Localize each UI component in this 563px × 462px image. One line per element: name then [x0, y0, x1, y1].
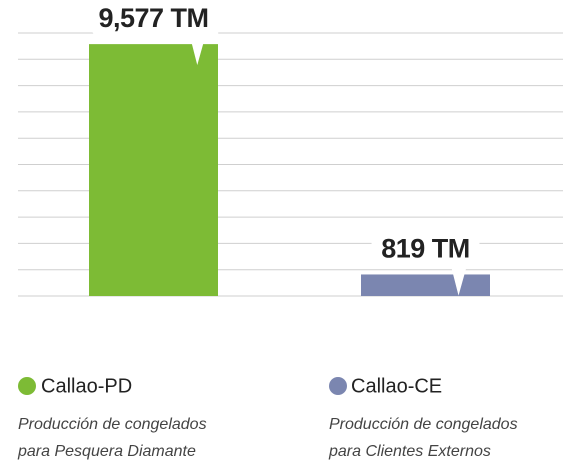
legend-description: para Pesquera Diamante: [17, 443, 196, 460]
legend-label: Callao-PD: [41, 375, 132, 397]
value-label: 9,577 TM: [98, 3, 208, 33]
legend-description: Producción de congelados: [329, 416, 518, 433]
legend-marker: [329, 377, 347, 395]
legend-description: Producción de congelados: [18, 416, 207, 433]
legend-label: Callao-CE: [351, 375, 442, 397]
bar: [89, 44, 218, 296]
value-label: 819 TM: [381, 234, 470, 264]
legend-description: para Clientes Externos: [328, 443, 491, 460]
legend-marker: [18, 377, 36, 395]
bar: [361, 274, 490, 296]
